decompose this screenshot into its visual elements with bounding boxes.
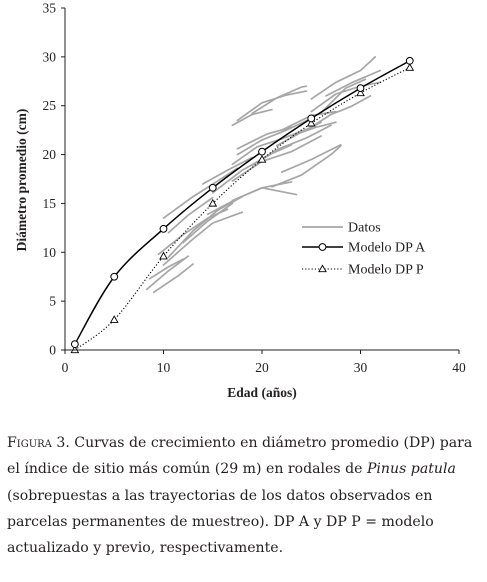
x-tick-label-20: 20 (255, 360, 269, 375)
modelo-dp-p-line (74, 67, 411, 351)
datos-trajectory-9 (182, 202, 234, 244)
caption-abbr-dpp: DP P (326, 513, 361, 530)
x-tick-label-0: 0 (62, 360, 69, 375)
datos-trajectory-3 (148, 258, 185, 280)
modelo-dp-p-point-2 (109, 315, 119, 323)
legend: Datos Modelo DP A Modelo DP P (302, 221, 426, 278)
datos-trajectory-19 (271, 144, 342, 188)
legend-datos-label: Datos (348, 221, 381, 236)
modelo-dp-p-point-5 (257, 154, 267, 163)
datos-trajectory-2 (152, 263, 194, 294)
modelo-dp-a-point-1 (70, 340, 79, 349)
datos-trajectory-31 (325, 69, 382, 97)
y-tick-label-25: 25 (43, 98, 57, 113)
datos-trajectory-28 (310, 81, 382, 113)
y-tick-label-15: 15 (43, 196, 57, 211)
datos-trajectory-8 (167, 196, 214, 234)
caption-text-3: (sobrepuestas a las trayectorias de los … (7, 487, 433, 530)
growth-curve-figure: 0 10 20 30 40 0 5 10 15 20 25 30 35 Edad (años) Diám… (14, 1, 466, 401)
y-tick-label-5: 5 (49, 294, 56, 309)
caption-species: Pinus patula (366, 461, 456, 478)
datos-trajectory-13 (231, 186, 298, 202)
legend-dpp-label: Modelo DP P (348, 263, 424, 278)
modelo-dp-a-point-4 (208, 183, 217, 192)
datos-trajectory-29 (310, 56, 377, 100)
datos-trajectory-1 (145, 255, 189, 291)
datos-trajectory-27 (305, 95, 372, 131)
datos-trajectory-26 (290, 121, 337, 137)
datos-trajectory-6 (167, 195, 244, 259)
datos-trajectory-21 (231, 108, 273, 127)
legend-dpp-marker (318, 264, 327, 273)
datos-trajectory-14 (231, 135, 322, 182)
modelo-dp-a-point-2 (110, 272, 119, 281)
modelo-dp-a-point-6 (307, 114, 316, 123)
modelo-dp-a-line (74, 60, 411, 345)
datos-trajectory-16 (231, 128, 308, 166)
datos-trajectory-7 (162, 167, 239, 219)
modelo-dp-p-point-4 (208, 198, 218, 207)
caption-label: Figura 3. (7, 435, 70, 451)
modelo-dp-p-point-7 (356, 88, 365, 97)
diameter-growth-chart: 0 10 20 30 40 0 5 10 15 20 25 30 35 Edad (años) Diám… (14, 1, 466, 401)
caption-abbr-dpa: DP A (273, 513, 310, 530)
modelo-dp-p-point-6 (306, 118, 316, 127)
datos-trajectory-23 (251, 85, 308, 115)
y-tick-label-20: 20 (43, 147, 57, 162)
y-tick-label-30: 30 (43, 49, 57, 64)
y-tick-label-35: 35 (43, 1, 57, 16)
modelo-dp-a-point-3 (159, 224, 168, 233)
caption-abbr-dp: DP (408, 435, 430, 451)
caption-text-1: Curvas de crecimiento en diámetro promed… (69, 435, 409, 451)
modelo-dp-p-point-8 (405, 63, 415, 71)
datos-trajectory-30 (320, 78, 367, 114)
modelo-dp-a-point-8 (405, 56, 414, 65)
datos-trajectory-18 (236, 117, 313, 156)
legend-dpa-marker (318, 243, 327, 251)
legend-dpa-label: Modelo DP A (348, 241, 426, 256)
figure-caption: Figura 3. Curvas de crecimiento en diáme… (7, 430, 483, 561)
datos-trajectory-20 (280, 143, 342, 174)
modelo-dp-a-point-5 (258, 147, 266, 156)
datos-trajectory-4 (162, 211, 244, 266)
y-tick-label-10: 10 (43, 245, 57, 260)
datos-trajectory-12 (202, 156, 253, 185)
modelo-dp-a-point-7 (356, 84, 365, 93)
caption-text-5: = modelo actualizado y previo, respectiv… (7, 513, 434, 557)
y-tick-label-0: 0 (49, 343, 56, 358)
x-axis-title: Edad (años) (227, 385, 296, 400)
x-tick-label-30: 30 (354, 360, 368, 375)
y-axis-title: Diámetro promedio (cm) (14, 109, 29, 252)
x-tick-label-40: 40 (452, 360, 466, 375)
x-tick-label-10: 10 (157, 360, 171, 375)
caption-text-2: ) para el índice de sitio más común (29 … (7, 435, 473, 478)
caption-text-4: y (309, 513, 327, 530)
datos-trajectory-15 (251, 124, 332, 167)
modelo-dp-p-point-3 (159, 251, 168, 260)
